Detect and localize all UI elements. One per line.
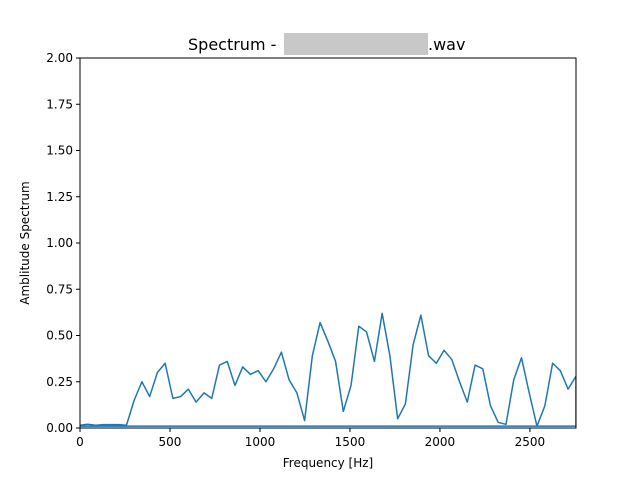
y-tick-label: 0.00 [46, 421, 73, 435]
y-tick-label: 2.00 [46, 51, 73, 65]
spectrum-series-line-0 [80, 312, 576, 427]
x-tick-label: 500 [159, 435, 182, 449]
x-tick-label: 0 [76, 435, 84, 449]
chart-title-suffix: .wav [428, 35, 465, 54]
y-tick-label: 1.25 [46, 190, 73, 204]
y-tick-label: 0.50 [46, 329, 73, 343]
x-tick-label: 1500 [335, 435, 366, 449]
series-layer [80, 312, 576, 427]
y-axis-label: Amblitude Spectrum [18, 181, 32, 304]
y-tick-label: 1.50 [46, 144, 73, 158]
y-tick-label: 0.75 [46, 282, 73, 296]
redacted-filename [284, 33, 428, 55]
x-axis-ticks: 0 500 1000 1500 2000 2500 [76, 428, 545, 449]
x-tick-label: 1000 [245, 435, 276, 449]
x-tick-label: 2500 [515, 435, 546, 449]
y-tick-label: 1.00 [46, 236, 73, 250]
x-tick-label: 2000 [425, 435, 456, 449]
chart-title-prefix: Spectrum - [188, 35, 276, 54]
y-tick-label: 1.75 [46, 97, 73, 111]
chart-title-group: Spectrum - .wav [188, 33, 465, 55]
x-axis-label: Frequency [Hz] [283, 456, 374, 470]
y-axis-ticks: 0.00 0.25 0.50 0.75 1.00 1.25 1.50 1.75 2.00 [46, 51, 80, 435]
y-tick-label: 0.25 [46, 375, 73, 389]
